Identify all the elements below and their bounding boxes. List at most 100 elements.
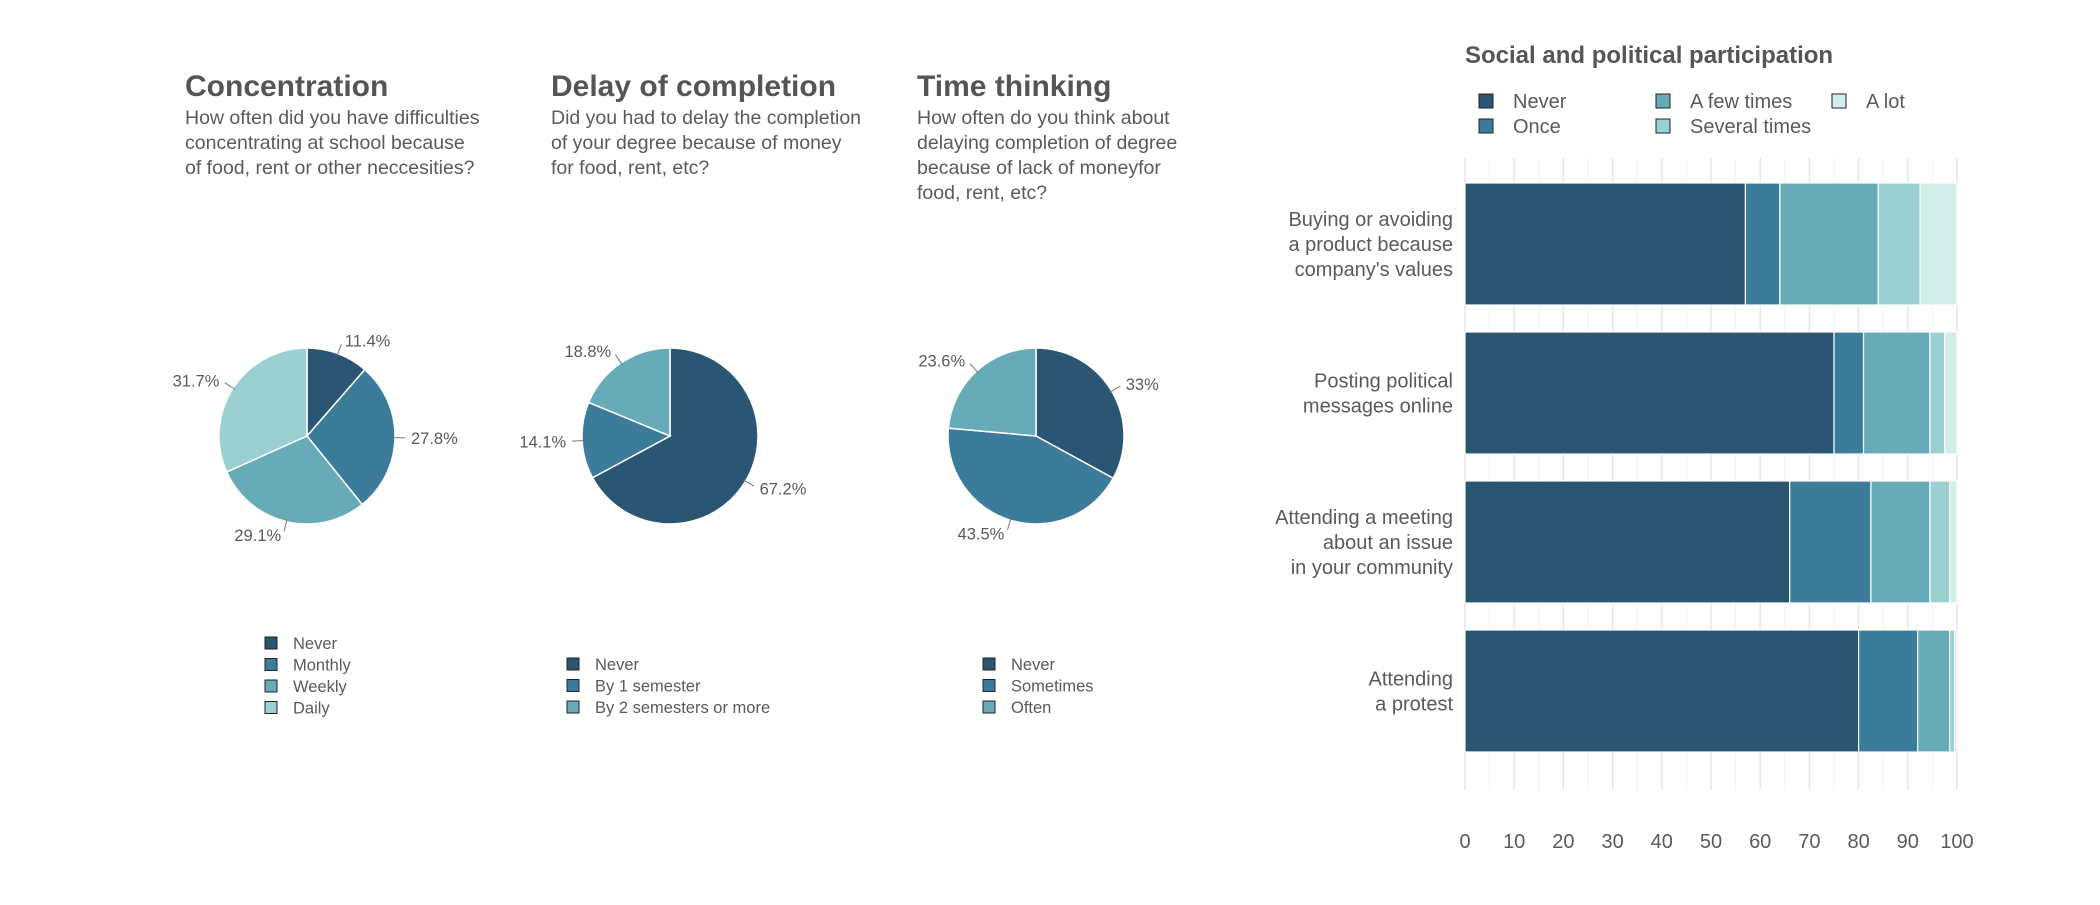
legend-swatch <box>265 659 277 671</box>
legend-swatch <box>265 637 277 649</box>
legend-swatch <box>1479 119 1493 133</box>
x-tick-label: 20 <box>1552 831 1574 853</box>
legend-swatch <box>1832 94 1846 108</box>
y-category-label: about an issue <box>1323 532 1453 554</box>
bar-segment <box>1930 332 1945 454</box>
legend-label: Monthly <box>293 657 352 675</box>
legend-swatch <box>567 701 579 713</box>
x-tick-label: 0 <box>1459 831 1470 853</box>
bar-segment <box>1780 183 1878 305</box>
pie-chart-2: Delay of completion Did you had to delay … <box>519 70 861 717</box>
legend-swatch <box>1479 94 1493 108</box>
legend-label: Several times <box>1690 116 1811 138</box>
bar-segment <box>1465 183 1745 305</box>
legend-label: A lot <box>1866 91 1905 113</box>
bar-segment <box>1918 630 1950 752</box>
legend-label: Never <box>1513 91 1567 113</box>
legend-label: By 1 semester <box>595 678 701 696</box>
legend-swatch <box>983 680 995 692</box>
pie-subtitle-line: concentrating at school because <box>185 132 465 154</box>
pie-title: Delay of completion <box>551 70 836 103</box>
pie-label-leader <box>615 355 622 365</box>
x-tick-label: 100 <box>1940 831 1973 853</box>
bar-segment <box>1834 332 1864 454</box>
legend-label: Weekly <box>293 678 348 696</box>
bar-segment <box>1465 481 1790 603</box>
y-category-label: a protest <box>1375 694 1453 716</box>
legend-label: Never <box>293 635 338 653</box>
legend-label: Often <box>1011 699 1051 717</box>
pie-label-leader <box>225 383 235 390</box>
x-tick-label: 40 <box>1651 831 1673 853</box>
y-category-label: in your community <box>1291 557 1453 579</box>
pie-subtitle-line: delaying completion of degree <box>917 132 1177 154</box>
bar-segment <box>1871 481 1930 603</box>
legend-swatch <box>983 701 995 713</box>
pie-title: Concentration <box>185 70 388 103</box>
legend-label: Once <box>1513 116 1561 138</box>
pie-data-label: 23.6% <box>918 353 965 371</box>
bar-segment <box>1465 332 1834 454</box>
bar-segment <box>1930 481 1950 603</box>
x-tick-label: 80 <box>1847 831 1869 853</box>
y-category-label: Attending a meeting <box>1275 507 1453 529</box>
x-tick-label: 90 <box>1897 831 1919 853</box>
x-tick-label: 60 <box>1749 831 1771 853</box>
legend-swatch <box>1656 119 1670 133</box>
bar-segment <box>1465 630 1859 752</box>
legend-label: A few times <box>1690 91 1792 113</box>
pie-data-label: 18.8% <box>564 343 611 361</box>
pie-data-label: 67.2% <box>760 480 807 498</box>
bar-title: Social and political participation <box>1465 42 1833 69</box>
y-category-label: messages online <box>1303 396 1453 418</box>
legend-label: Sometimes <box>1011 678 1094 696</box>
bar-segment <box>1790 481 1871 603</box>
pie-subtitle-line: of your degree because of money <box>551 132 842 154</box>
bar-segment <box>1920 183 1957 305</box>
pie-subtitle-line: How often do you think about <box>917 107 1170 129</box>
bar-segment <box>1745 183 1779 305</box>
pie-chart-3: Time thinking How often do you think abou… <box>917 70 1177 717</box>
pie-label-leader <box>1110 386 1120 392</box>
legend-swatch <box>265 702 277 714</box>
y-category-label: company's values <box>1295 259 1453 281</box>
pie-subtitle-line: Did you had to delay the completion <box>551 107 861 129</box>
bar-segment <box>1950 481 1957 603</box>
legend-swatch <box>983 658 995 670</box>
pie-subtitle-line: because of lack of moneyfor <box>917 157 1161 179</box>
pie-data-label: 14.1% <box>519 433 566 451</box>
pie-label-leader <box>744 480 754 486</box>
y-category-label: a product because <box>1288 234 1453 256</box>
bar-segment <box>1878 183 1920 305</box>
bar-segment <box>1945 332 1957 454</box>
pie-label-leader <box>572 440 584 441</box>
legend-swatch <box>567 680 579 692</box>
pie-title: Time thinking <box>917 70 1111 103</box>
x-tick-label: 50 <box>1700 831 1722 853</box>
bar-segment <box>1955 630 1957 752</box>
pie-chart-1: Concentration How often did you have diff… <box>173 70 480 718</box>
bar-segment <box>1950 630 1955 752</box>
bar-segment <box>1859 630 1918 752</box>
legend-swatch <box>1656 94 1670 108</box>
legend-swatch <box>567 658 579 670</box>
pie-data-label: 31.7% <box>173 373 220 391</box>
pie-subtitle-line: food, rent, etc? <box>917 182 1047 204</box>
pie-data-label: 11.4% <box>345 332 391 350</box>
pie-data-label: 29.1% <box>234 527 281 545</box>
pie-subtitle-line: of food, rent or other neccesities? <box>185 157 475 179</box>
y-category-label: Attending <box>1368 669 1453 691</box>
legend-swatch <box>265 680 277 692</box>
legend-label: Never <box>595 656 640 674</box>
pie-subtitle-line: for food, rent, etc? <box>551 157 709 179</box>
pie-subtitle-line: How often did you have difficulties <box>185 107 480 129</box>
legend-label: Never <box>1011 656 1056 674</box>
legend-label: Daily <box>293 700 330 718</box>
x-tick-label: 30 <box>1601 831 1623 853</box>
pie-data-label: 43.5% <box>958 526 1005 544</box>
legend-label: By 2 semesters or more <box>595 699 770 717</box>
pie-label-leader <box>970 364 978 373</box>
